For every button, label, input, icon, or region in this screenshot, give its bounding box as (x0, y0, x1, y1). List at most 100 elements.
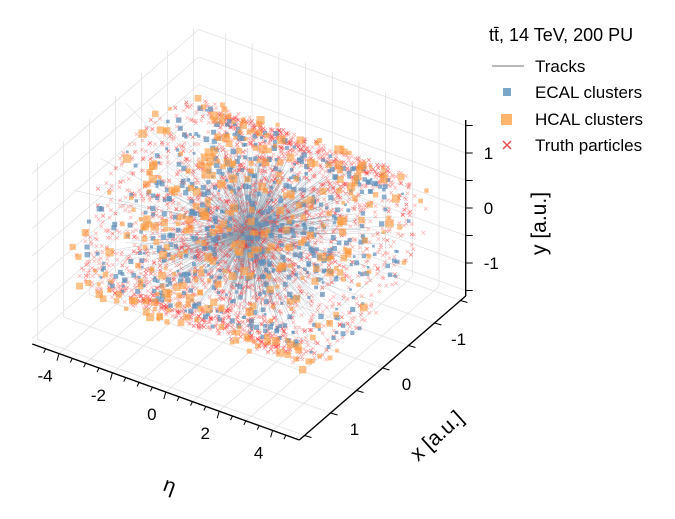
ecal-cluster (201, 191, 207, 197)
truth-particle (298, 148, 303, 153)
ecal-cluster (131, 272, 137, 278)
truth-particle (189, 118, 194, 123)
ecal-cluster (84, 244, 90, 250)
track (139, 231, 250, 272)
hcal-cluster (315, 322, 321, 329)
truth-particle (326, 263, 331, 268)
truth-particle (351, 160, 357, 165)
ecal-cluster (263, 323, 268, 328)
truth-particle (277, 238, 283, 243)
ecal-cluster (228, 232, 232, 235)
truth-particle (323, 357, 328, 362)
hcal-cluster (264, 338, 272, 345)
hcal-cluster (113, 298, 120, 304)
hcal-cluster (306, 196, 315, 205)
truth-particle (307, 178, 312, 183)
hcal-cluster (216, 136, 222, 142)
truth-particle (339, 315, 344, 320)
truth-particle (196, 314, 201, 319)
ecal-cluster (395, 259, 400, 264)
hcal-cluster (228, 272, 237, 280)
truth-particle (303, 328, 308, 333)
hcal-cluster (368, 165, 373, 169)
truth-particle (212, 102, 217, 107)
truth-particle (303, 336, 309, 341)
truth-particle (181, 303, 186, 308)
ecal-cluster (235, 290, 239, 294)
ecal-cluster (84, 252, 90, 258)
truth-particle (138, 293, 143, 298)
truth-particle (108, 171, 114, 176)
truth-particle (223, 249, 229, 254)
truth-particle (226, 242, 231, 247)
ecal-cluster (247, 324, 251, 327)
hcal-cluster (204, 304, 213, 314)
ecal-cluster (340, 331, 346, 337)
truth-particle (386, 209, 391, 214)
hcal-cluster (248, 160, 254, 166)
truth-particle (309, 327, 314, 333)
hcal-cluster (147, 189, 152, 194)
truth-particle (199, 118, 204, 123)
truth-particle (105, 256, 110, 261)
ecal-cluster (297, 265, 301, 269)
ecal-cluster (385, 263, 390, 269)
track (187, 178, 250, 233)
hcal-cluster (129, 195, 134, 201)
truth-particle (381, 163, 386, 168)
ecal-cluster (133, 163, 138, 168)
truth-particle (187, 158, 192, 163)
truth-particle (309, 314, 314, 319)
ecal-cluster (334, 330, 338, 334)
hcal-cluster (326, 320, 333, 327)
hcal-cluster (207, 278, 212, 283)
truth-particle (305, 146, 310, 151)
truth-particle (242, 225, 247, 231)
hcal-cluster (256, 158, 261, 163)
ecal-cluster (258, 292, 262, 296)
hcal-cluster (192, 269, 197, 274)
truth-particle (206, 320, 211, 325)
ecal-cluster (271, 269, 275, 273)
hcal-cluster (156, 312, 163, 320)
truth-particle (376, 237, 381, 242)
hcal-cluster (163, 226, 169, 232)
truth-particle (316, 304, 321, 309)
truth-particle (275, 244, 280, 249)
ecal-cluster (352, 255, 356, 258)
truth-particle (110, 262, 116, 267)
truth-particle (368, 304, 374, 309)
hcal-cluster (366, 254, 372, 259)
truth-particle (369, 292, 374, 297)
truth-particle (273, 197, 279, 203)
ecal-cluster (247, 242, 252, 247)
ecal-cluster (217, 276, 221, 280)
ecal-cluster (320, 277, 324, 281)
truth-particle (281, 128, 286, 133)
ecal-cluster (241, 223, 244, 227)
ecal-cluster (168, 232, 172, 237)
truth-particle (145, 289, 150, 294)
hcal-cluster (276, 206, 285, 215)
hcal-cluster (275, 122, 280, 127)
truth-particle (223, 253, 228, 258)
truth-particle (169, 136, 174, 141)
track (248, 231, 345, 294)
truth-particle (229, 336, 234, 341)
truth-particle (320, 285, 325, 290)
hcal-cluster (288, 263, 293, 269)
truth-particle (105, 235, 110, 240)
truth-particle (257, 155, 262, 160)
truth-particle (396, 231, 401, 236)
hcal-cluster (243, 333, 250, 340)
ecal-cluster (176, 269, 180, 273)
hcal-cluster (99, 295, 107, 303)
truth-particle (105, 203, 110, 208)
hcal-cluster (231, 120, 236, 124)
truth-particle (237, 234, 242, 239)
ecal-cluster (307, 295, 311, 299)
hcal-cluster (218, 117, 225, 125)
truth-particle (240, 320, 245, 325)
truth-particle (341, 182, 346, 187)
ecal-cluster (296, 157, 300, 161)
